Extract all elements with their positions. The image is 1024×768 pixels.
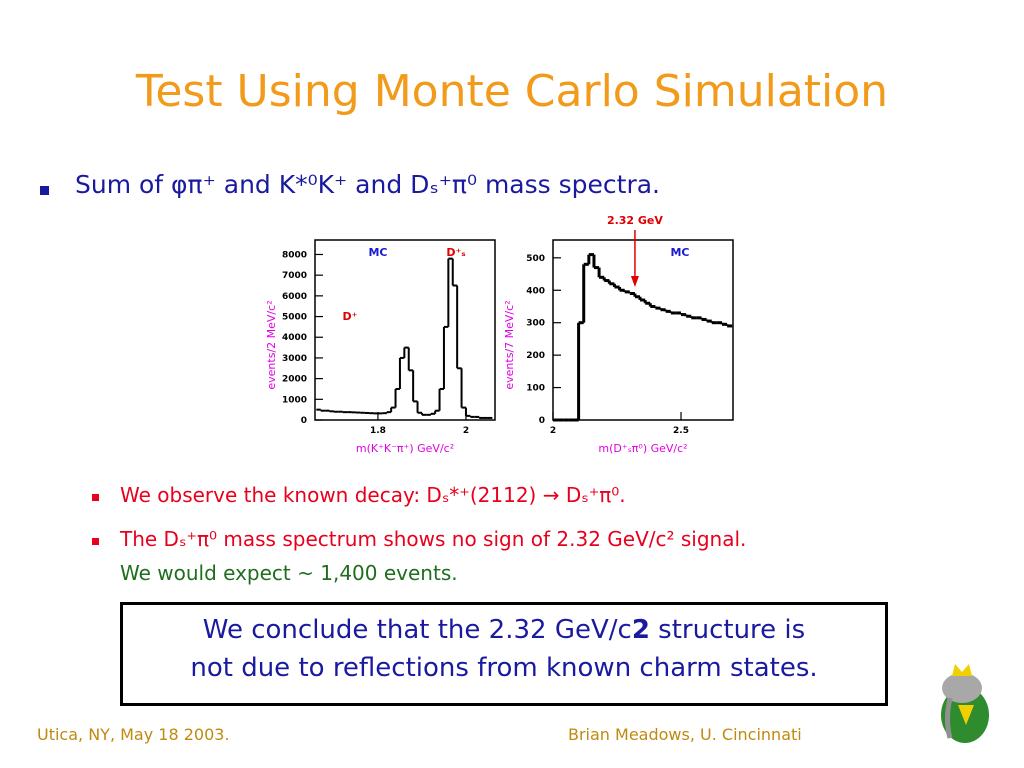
y-tick-label: 8000 (282, 250, 307, 260)
y-tick-label: 4000 (282, 333, 307, 343)
plot-label: D⁺ₛ (446, 246, 465, 259)
y-axis-label: events/7 MeV/c² (503, 300, 516, 389)
conclusion-text: 2 (631, 615, 650, 645)
y-tick-label: 2000 (282, 375, 307, 385)
annotation: 2.32 GeV (607, 214, 663, 227)
bullet-marker (92, 538, 99, 545)
conclusion-text: not due to reflections from known charm … (190, 653, 818, 683)
y-tick-label: 7000 (282, 271, 307, 281)
y-tick-label: 0 (539, 416, 545, 426)
mascot-trunk (945, 697, 953, 739)
footer-right: Brian Meadows, U. Cincinnati (568, 725, 802, 744)
y-tick-label: 500 (526, 254, 545, 264)
y-tick-label: 400 (526, 286, 545, 296)
annotation-arrowhead (630, 276, 639, 287)
x-tick-label: 2 (463, 426, 469, 436)
sub-bullet: The Dₛ⁺π⁰ mass spectrum shows no sign of… (120, 527, 747, 551)
y-tick-label: 1000 (282, 395, 307, 405)
mascot-tie (958, 705, 974, 725)
bullet-marker (40, 186, 49, 195)
y-tick-label: 300 (526, 319, 545, 329)
y-tick-label: 6000 (282, 292, 307, 302)
x-tick-label: 2 (550, 426, 556, 436)
x-tick-label: 1.8 (370, 426, 386, 436)
plot-label: MC (670, 246, 689, 259)
sub-bullet: We observe the known decay: Dₛ*⁺(2112) →… (120, 483, 626, 507)
plot-frame (314, 239, 496, 421)
mascot (941, 664, 989, 743)
y-tick-label: 200 (526, 351, 545, 361)
y-tick-label: 100 (526, 384, 545, 394)
bullet-marker (92, 494, 99, 501)
mascot-head (942, 673, 982, 703)
conclusion-text: structure is (649, 615, 806, 645)
footer-left: Utica, NY, May 18 2003. (37, 725, 230, 744)
bullet: Sum of φπ⁺ and K*⁰K⁺ and Dₛ⁺π⁰ mass spec… (75, 170, 660, 199)
mascot-crown (952, 664, 972, 676)
x-tick-label: 2.5 (673, 426, 689, 436)
y-axis-label: events/2 MeV/c² (265, 300, 278, 389)
expectation: We would expect ~ 1,400 events. (120, 561, 458, 585)
x-axis-label: m(D⁺ₛπ⁰) GeV/c² (598, 442, 687, 455)
y-tick-label: 3000 (282, 354, 307, 364)
plot-label: MC (368, 246, 387, 259)
plot-frame (552, 239, 734, 421)
x-axis-label: m(K⁺K⁻π⁺) GeV/c² (356, 442, 454, 455)
conclusion-text: We conclude that the 2.32 GeV/c (202, 615, 632, 645)
y-tick-label: 5000 (282, 313, 307, 323)
conclusion-box: We conclude that the 2.32 GeV/c2 structu… (120, 602, 888, 706)
title: Test Using Monte Carlo Simulation (135, 66, 889, 117)
plot-label: D⁺ (343, 310, 358, 323)
y-tick-label: 0 (301, 416, 307, 426)
